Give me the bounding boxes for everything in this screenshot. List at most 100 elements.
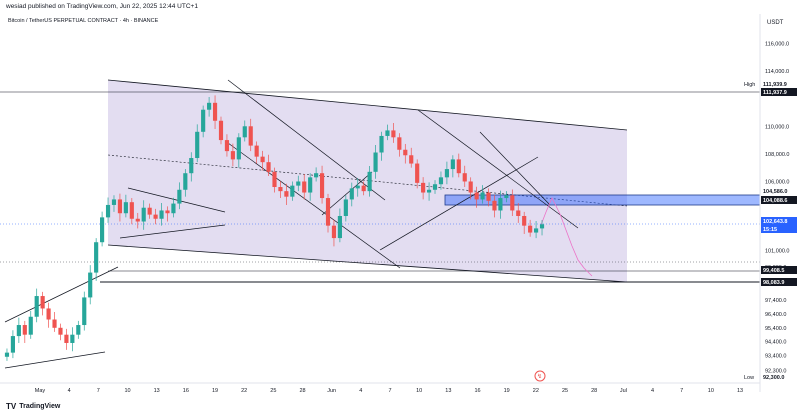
time-tick-label: 10: [416, 388, 422, 394]
trendline-2: [4, 351, 106, 369]
candle-body: [88, 272, 93, 298]
candle-body: [302, 181, 307, 193]
price-label-name: Low: [744, 375, 754, 381]
time-tick-label: 13: [445, 388, 451, 394]
candle-body: [159, 210, 164, 219]
time-tick-label: 28: [299, 388, 305, 394]
candle-body: [105, 204, 111, 218]
price-label-value: 92,300.0: [763, 375, 784, 381]
candle-body: [189, 158, 194, 174]
candle-body: [218, 120, 224, 141]
candle-body: [391, 130, 396, 138]
candle-body: [212, 102, 218, 121]
time-tick-label: 7: [388, 388, 391, 394]
trendline-10: [479, 131, 551, 206]
price-axis[interactable]: 116,000.0 114,000.0 110,000.0 108,000.0 106,…: [744, 14, 797, 392]
footer-brand-name: TradingView: [19, 403, 61, 410]
price-tick-label: 95,400.0: [765, 326, 786, 332]
candle-body: [343, 199, 348, 216]
candle-body: [534, 228, 539, 233]
candle-body: [308, 177, 313, 193]
channel-upper-line: [107, 79, 628, 131]
time-tick-label: 4: [651, 388, 654, 394]
time-tick-label: 19: [212, 388, 218, 394]
descending-channel-fill: [108, 80, 627, 282]
candle-body: [415, 163, 420, 183]
price-tick-label: 108,000.0: [765, 152, 789, 158]
trendline-7: [321, 171, 373, 216]
candle-body: [100, 217, 105, 243]
footer-brand: TV TradingView: [6, 401, 60, 413]
price-label-box: [761, 225, 797, 233]
candle-body: [58, 327, 63, 335]
candle-body: [486, 192, 491, 201]
trendline-5: [227, 79, 386, 201]
candle-body: [373, 152, 378, 172]
time-tick-label: 16: [474, 388, 480, 394]
price-label-value: 111,939.9: [763, 82, 787, 88]
candle-body: [403, 149, 408, 156]
candle-body: [129, 202, 134, 219]
trendline-1: [4, 266, 119, 323]
candle-body: [260, 156, 265, 163]
event-marker-glyph: ↯: [537, 373, 542, 380]
candle-body: [272, 171, 277, 188]
trendline-4: [127, 187, 226, 213]
candle-body: [474, 192, 479, 200]
time-tick-label: 7: [97, 388, 100, 394]
candle-body: [379, 135, 384, 153]
time-tick-label: 10: [708, 388, 714, 394]
candle-body: [516, 210, 521, 216]
time-tick-label: 19: [504, 388, 510, 394]
candle-body: [266, 162, 271, 172]
candle-body: [22, 325, 27, 335]
time-tick-label: May: [35, 388, 46, 394]
candle-body: [480, 192, 485, 200]
price-label-box: [761, 196, 797, 204]
candle-body: [207, 102, 212, 110]
price-tick-label: 93,400.0: [765, 353, 786, 359]
trendline-3: [119, 224, 226, 239]
price-tick-label: 114,000.0: [765, 69, 789, 75]
candle-body: [444, 169, 449, 178]
event-marker-icon[interactable]: [534, 370, 546, 382]
price-tick-label: 94,400.0: [765, 340, 786, 346]
candle-body: [94, 242, 99, 273]
price-tick-label: 92,300.0: [765, 369, 786, 375]
trendline-8: [379, 156, 539, 251]
price-label-value: 99,408.5: [763, 268, 784, 274]
candle-body: [76, 325, 81, 335]
price-label-value: 15:15: [763, 227, 777, 233]
time-tick-label: 4: [68, 388, 71, 394]
candle-body: [492, 200, 497, 211]
price-tick-label: 106,000.0: [765, 179, 789, 185]
price-tick-label: 96,400.0: [765, 312, 786, 318]
tradingview-logo-icon: TV: [6, 402, 17, 411]
candle-body: [34, 296, 39, 317]
candle-body: [337, 215, 342, 239]
price-tick-label: 101,000.0: [765, 248, 789, 254]
candle-body: [40, 296, 45, 309]
candle-body: [201, 109, 206, 132]
trendline-6: [227, 142, 401, 269]
chart-title: Bitcoin / TetherUS PERPETUAL CONTRACT · …: [8, 18, 159, 24]
candle-body: [248, 126, 253, 146]
candle-body: [195, 131, 200, 159]
candle-body: [10, 336, 15, 353]
time-axis[interactable]: May 4 7 10 13 16 19 22 25 28 Jun 4 7 10 13 16 19 22 25 28 Ju…: [0, 382, 760, 394]
candle-body: [426, 189, 432, 193]
price-label-box: [761, 80, 797, 88]
candle-body: [349, 188, 354, 200]
candle-body: [468, 181, 473, 193]
channel-lower-line: [107, 244, 628, 283]
candle-body: [510, 195, 515, 211]
price-tick-label: 116,000.0: [765, 41, 789, 47]
candle-body: [52, 319, 57, 328]
candle-body: [64, 334, 69, 343]
candle-body: [284, 191, 289, 197]
candle-body: [117, 199, 123, 214]
candle-body: [528, 225, 533, 233]
candle-body: [522, 215, 527, 226]
candle-body: [397, 137, 402, 150]
